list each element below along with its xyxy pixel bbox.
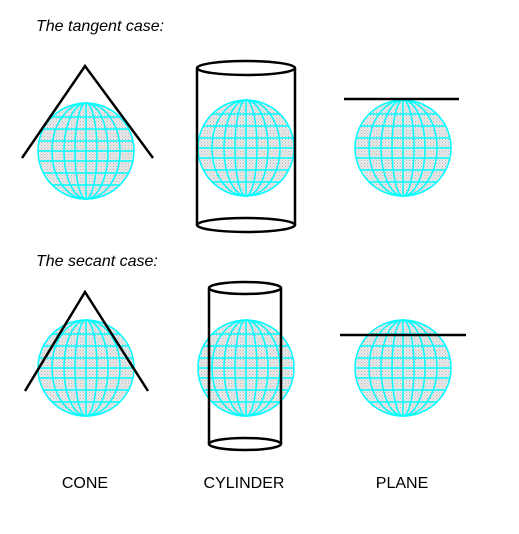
- cylinder-label: CYLINDER: [204, 475, 285, 492]
- cylinder-tangent-outline: [195, 59, 297, 234]
- plane-label: PLANE: [376, 475, 428, 492]
- globe-secant-cone: [37, 319, 135, 417]
- globe-tangent-cone: [37, 102, 135, 200]
- cone-label: CONE: [62, 475, 108, 492]
- cone-tangent-outline: [20, 63, 155, 159]
- globe-secant-cylinder: [197, 319, 295, 417]
- secant-cylinder-figure: [197, 280, 295, 452]
- tangent-plane-figure: [344, 97, 459, 197]
- globe-tangent-cylinder: [197, 99, 295, 197]
- cylinder-secant-outline: [207, 280, 283, 452]
- secant-cone-figure: [23, 289, 150, 417]
- secant-case-heading: The secant case:: [36, 253, 158, 270]
- tangent-cylinder-figure: [195, 59, 297, 234]
- globe-tangent-plane: [354, 99, 452, 197]
- tangent-case-heading: The tangent case:: [36, 18, 164, 35]
- cone-secant-outline: [23, 289, 150, 392]
- secant-plane-figure: [340, 319, 466, 417]
- tangent-cone-figure: [20, 63, 155, 200]
